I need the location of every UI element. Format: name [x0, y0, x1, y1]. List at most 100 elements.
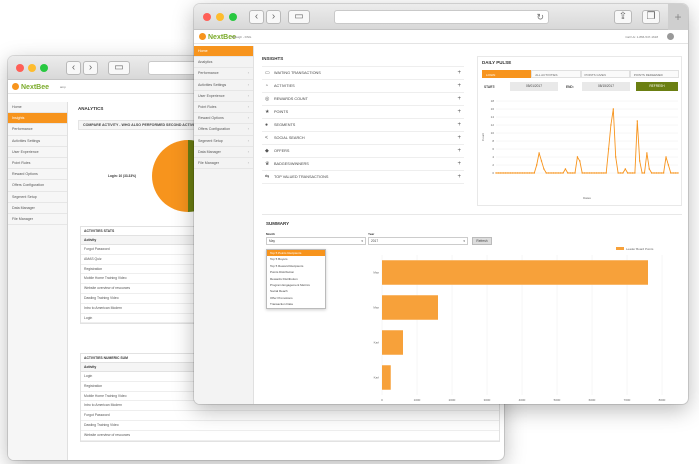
sidebar-item[interactable]: Data Manager: [8, 203, 67, 214]
sidebar-item[interactable]: Data Manager ›: [194, 147, 253, 158]
insight-row[interactable]: ⇆ TOP VALUED TRANSACTIONS +: [262, 171, 464, 184]
dropdown-option[interactable]: Top 5 Points Recipients: [267, 250, 325, 257]
pulse-point: [648, 168, 650, 170]
sidebar-item[interactable]: Reward Options ›: [194, 113, 253, 125]
sidebar-item[interactable]: Performance ›: [194, 68, 253, 80]
insight-row[interactable]: ♛ BADGES/WINNERS +: [262, 158, 464, 171]
insight-row[interactable]: ★ POINTS +: [262, 106, 464, 119]
back-arrow-icon[interactable]: ‹: [249, 10, 264, 24]
expand-plus-icon[interactable]: +: [457, 148, 461, 154]
pulse-point: [574, 172, 576, 174]
dropdown-option[interactable]: Top 5 Reward Recipients: [270, 263, 304, 268]
expand-plus-icon[interactable]: +: [457, 70, 461, 76]
insight-row[interactable]: < SOCIAL SEARCH +: [262, 132, 464, 145]
pulse-point: [636, 120, 638, 122]
sidebar-item[interactable]: Offers Configuration: [8, 180, 67, 192]
y-tick-label: 14: [491, 115, 495, 119]
insight-row[interactable]: ● SEGMENTS +: [262, 119, 464, 132]
dropdown-option[interactable]: Transaction Data: [270, 302, 293, 307]
pulse-point: [502, 172, 504, 174]
sidebar-item[interactable]: Performance: [8, 124, 67, 136]
end-date-input[interactable]: 08/15/2017: [582, 82, 630, 91]
close-dot[interactable]: [16, 64, 24, 72]
expand-plus-icon[interactable]: +: [457, 96, 461, 102]
pulse-tab[interactable]: POINTS REDEEMED: [629, 70, 679, 78]
sidebar-item[interactable]: Segment Setup ›: [194, 136, 253, 147]
zoom-dot[interactable]: [40, 64, 48, 72]
pulse-point: [638, 160, 641, 162]
pulse-point: [533, 172, 536, 174]
pulse-point: [543, 168, 545, 170]
sidebar-item[interactable]: Offers Configuration ›: [194, 124, 253, 136]
dropdown-option[interactable]: Rewards Distribution: [270, 276, 298, 281]
y-axis-label: Count: [481, 133, 485, 141]
insight-icon: ▭: [265, 70, 270, 76]
avatar[interactable]: [667, 33, 674, 40]
user-menu[interactable]: Kaleigh - DNG: [232, 35, 252, 39]
dropdown-option[interactable]: Social Reach: [270, 289, 288, 294]
pulse-point: [598, 172, 600, 174]
sidebar-item[interactable]: File Manager: [8, 214, 67, 226]
month-value: May: [269, 239, 276, 243]
forward-arrow-icon[interactable]: ›: [83, 61, 98, 75]
expand-plus-icon[interactable]: +: [457, 122, 461, 128]
sidebar-item[interactable]: Segment Setup: [8, 192, 67, 203]
sidebar-item[interactable]: Home: [194, 46, 253, 58]
dropdown-option[interactable]: Offer Promotions: [270, 295, 293, 300]
table-row: Intro to American Modern: [81, 401, 499, 412]
sidebar-item[interactable]: Home: [8, 102, 67, 114]
sidebar-toggle-icon[interactable]: ▭: [288, 10, 310, 24]
dropdown-option[interactable]: Points Distribution: [270, 270, 295, 275]
y-tick-label: 6: [492, 147, 494, 151]
insight-label: OFFERS: [274, 149, 290, 153]
expand-plus-icon[interactable]: +: [457, 83, 461, 89]
sidebar-item[interactable]: Reward Options: [8, 169, 67, 181]
sidebar-item[interactable]: Insights: [8, 113, 67, 125]
user-menu[interactable]: amp: [60, 85, 66, 89]
close-dot[interactable]: [203, 13, 211, 21]
table-row: Forgot Password: [81, 411, 499, 421]
sidebar-item[interactable]: Point Rules: [8, 158, 67, 170]
insight-row[interactable]: ▭ WAITING TRANSACTIONS +: [262, 67, 464, 80]
insight-row[interactable]: ◎ REWARDS COUNT +: [262, 93, 464, 106]
expand-plus-icon[interactable]: +: [457, 174, 461, 180]
expand-plus-icon[interactable]: +: [457, 109, 461, 115]
sidebar-item[interactable]: Activities Settings: [8, 136, 67, 147]
forward-arrow-icon[interactable]: ›: [266, 10, 281, 24]
expand-plus-icon[interactable]: +: [457, 161, 461, 167]
minimize-dot[interactable]: [216, 13, 224, 21]
sidebar-toggle-icon[interactable]: ▭: [108, 61, 130, 75]
report-type-dropdown[interactable]: Top 5 Points Recipients Top 5 Buyers Top 5…: [266, 249, 326, 309]
reload-icon[interactable]: ↻: [536, 12, 544, 22]
pulse-tab[interactable]: ALL ACTIVITIES: [531, 70, 581, 78]
tabs-icon[interactable]: ❐: [642, 10, 660, 24]
dropdown-option[interactable]: Program Engagement Metrics: [270, 282, 310, 287]
expand-plus-icon[interactable]: +: [457, 135, 461, 141]
summary-refresh-button[interactable]: Refresh: [472, 237, 492, 245]
sidebar-item[interactable]: File Manager ›: [194, 158, 253, 170]
sidebar-item[interactable]: Activities Settings ›: [194, 80, 253, 91]
pulse-tab[interactable]: LOGIN: [482, 70, 532, 78]
sidebar-item[interactable]: Analytics: [194, 57, 253, 69]
share-icon[interactable]: ⇪: [614, 10, 632, 24]
dropdown-option[interactable]: Top 5 Buyers: [270, 257, 288, 262]
back-arrow-icon[interactable]: ‹: [66, 61, 81, 75]
minimize-dot[interactable]: [28, 64, 36, 72]
insight-row[interactable]: ◔ ACTIVITIES +: [262, 80, 464, 93]
insight-row[interactable]: ◆ OFFERS +: [262, 145, 464, 158]
pulse-point: [576, 156, 579, 158]
start-date-input[interactable]: 05/01/2017: [510, 82, 558, 91]
pulse-point: [653, 172, 655, 174]
page-title: ANALYTICS: [78, 106, 104, 111]
address-bar[interactable]: ↻: [334, 10, 549, 24]
sidebar-item[interactable]: Point Rules ›: [194, 102, 253, 114]
month-select[interactable]: May ▾: [266, 237, 366, 245]
zoom-dot[interactable]: [229, 13, 237, 21]
pulse-tab[interactable]: POINTS GIVEN: [580, 70, 630, 78]
sidebar-item[interactable]: User Experience ›: [194, 91, 253, 102]
new-tab-icon[interactable]: +: [668, 4, 688, 30]
y-category-label: Karl: [374, 376, 380, 380]
refresh-button[interactable]: REFRESH: [636, 82, 678, 91]
sidebar-item[interactable]: User Experience: [8, 147, 67, 158]
year-select[interactable]: 2017 ▾: [368, 237, 468, 245]
